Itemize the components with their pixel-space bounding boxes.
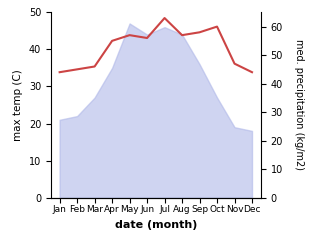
Y-axis label: med. precipitation (kg/m2): med. precipitation (kg/m2)	[294, 40, 304, 170]
Y-axis label: max temp (C): max temp (C)	[13, 69, 23, 141]
X-axis label: date (month): date (month)	[114, 220, 197, 230]
